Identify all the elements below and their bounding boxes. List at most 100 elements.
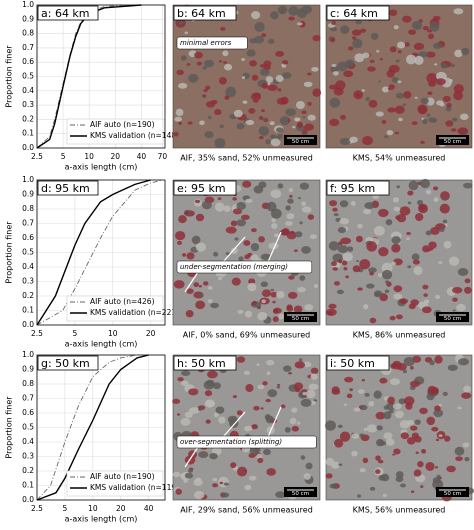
arrow [184, 446, 199, 468]
photo-label: i: 50 km [330, 357, 375, 370]
clast [369, 59, 375, 64]
clast [452, 286, 463, 294]
clast [392, 197, 400, 203]
clast [207, 115, 212, 120]
clast [383, 432, 393, 440]
clast [231, 277, 241, 286]
clast [277, 5, 288, 15]
clast [413, 42, 425, 51]
photo-label-box [326, 355, 390, 371]
clast [176, 69, 184, 76]
clast [349, 136, 358, 143]
clast [237, 309, 244, 314]
clast [225, 86, 237, 98]
clast [219, 124, 224, 129]
clast [351, 29, 362, 36]
clast [385, 280, 390, 284]
y-tick-label: 1.0 [22, 175, 34, 184]
clast [443, 240, 452, 249]
photo-caption: AIF, 29% sand, 56% unmeasured [180, 506, 313, 515]
x-tick-label: 20 [110, 152, 120, 161]
arrow [184, 271, 199, 293]
clast [433, 118, 437, 123]
clast [178, 215, 187, 224]
clast [383, 405, 390, 410]
clast [417, 105, 428, 115]
clast [391, 243, 401, 253]
clast [369, 317, 377, 324]
clast [378, 208, 389, 218]
clast [394, 410, 404, 419]
scale-bar-label: 50 cm [444, 491, 461, 497]
clast [463, 182, 473, 189]
clast [393, 293, 403, 300]
clast [300, 455, 306, 460]
clast [287, 291, 298, 299]
clast [347, 246, 354, 252]
clast [308, 383, 319, 390]
clast [261, 109, 265, 113]
clast [289, 417, 297, 425]
clast [416, 199, 424, 206]
clast [263, 60, 272, 67]
clast [391, 261, 396, 266]
clast [261, 289, 272, 297]
clast [213, 251, 219, 257]
clast [402, 103, 407, 107]
clast [376, 50, 380, 53]
clast [395, 471, 404, 479]
clast [428, 241, 437, 249]
clast [363, 428, 368, 432]
clast [438, 434, 443, 437]
clast [378, 440, 387, 446]
clast [224, 63, 233, 71]
clast [204, 390, 213, 397]
clast [414, 55, 424, 66]
y-tick-label: 0.6 [22, 408, 34, 417]
clast [291, 425, 299, 432]
clast [461, 392, 472, 399]
cdf-line [36, 354, 149, 501]
clast [212, 483, 219, 488]
clast [232, 197, 238, 201]
clast [386, 129, 394, 136]
clast [449, 63, 456, 68]
clast [333, 87, 344, 96]
clast [288, 16, 295, 21]
clast [420, 140, 425, 144]
y-tick-label: 0.4 [22, 86, 34, 95]
clast [400, 483, 406, 488]
clast [296, 421, 301, 425]
clast [244, 425, 253, 432]
clast [193, 490, 205, 500]
clast [344, 376, 354, 383]
clast [364, 393, 370, 397]
clast [340, 114, 347, 120]
panel-label: g: 50 km [41, 357, 90, 370]
y-tick-label: 0.8 [22, 204, 34, 213]
clast [266, 201, 277, 212]
clast [305, 462, 313, 470]
clast [412, 259, 420, 265]
y-tick-label: 0.3 [22, 100, 34, 109]
clast [453, 84, 464, 94]
clast [333, 438, 344, 448]
clast [402, 15, 412, 23]
y-tick-label: 0.6 [22, 57, 34, 66]
clast [423, 293, 428, 297]
clast [346, 393, 353, 399]
panel-label-box [37, 5, 99, 21]
y-tick-label: 0.4 [22, 437, 34, 446]
clast [196, 61, 202, 66]
clast [241, 76, 246, 80]
clast [198, 451, 209, 458]
clast [348, 46, 354, 51]
clast [312, 88, 322, 97]
clast [363, 208, 372, 215]
clast [340, 237, 352, 245]
clast [256, 363, 260, 367]
clast [366, 424, 378, 433]
clast [266, 359, 275, 366]
clast [300, 398, 312, 407]
clast [301, 245, 311, 254]
